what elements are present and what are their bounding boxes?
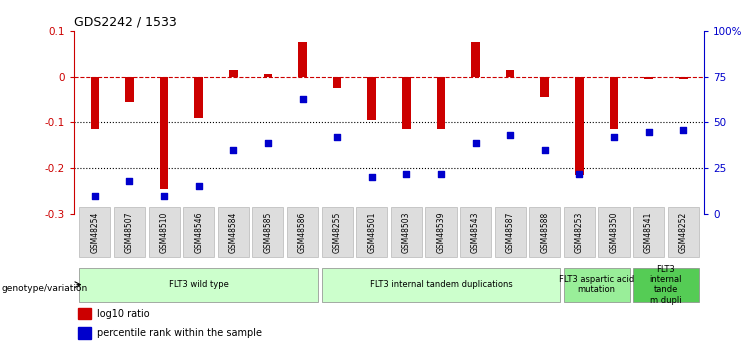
Point bbox=[608, 134, 620, 140]
Text: GSM48503: GSM48503 bbox=[402, 211, 411, 253]
Bar bbox=[540, 77, 549, 97]
FancyBboxPatch shape bbox=[668, 207, 699, 257]
Bar bbox=[78, 308, 91, 319]
Text: GSM48501: GSM48501 bbox=[368, 211, 376, 253]
Bar bbox=[575, 77, 584, 175]
FancyBboxPatch shape bbox=[79, 207, 110, 257]
Text: GSM48543: GSM48543 bbox=[471, 211, 480, 253]
Text: log10 ratio: log10 ratio bbox=[96, 308, 149, 318]
FancyBboxPatch shape bbox=[391, 207, 422, 257]
Text: GDS2242 / 1533: GDS2242 / 1533 bbox=[74, 16, 177, 29]
Bar bbox=[402, 77, 411, 129]
Bar bbox=[679, 77, 688, 79]
Bar bbox=[644, 77, 653, 79]
Point bbox=[435, 171, 447, 176]
Text: GSM48586: GSM48586 bbox=[298, 211, 307, 253]
Point bbox=[539, 147, 551, 153]
FancyBboxPatch shape bbox=[356, 207, 388, 257]
Point bbox=[366, 175, 378, 180]
FancyBboxPatch shape bbox=[114, 207, 145, 257]
FancyBboxPatch shape bbox=[183, 207, 214, 257]
Bar bbox=[471, 42, 480, 77]
Text: GSM48546: GSM48546 bbox=[194, 211, 203, 253]
FancyBboxPatch shape bbox=[287, 207, 318, 257]
Text: percentile rank within the sample: percentile rank within the sample bbox=[96, 328, 262, 338]
Bar bbox=[298, 42, 307, 77]
Bar bbox=[610, 77, 618, 129]
Bar bbox=[229, 70, 238, 77]
Point bbox=[470, 140, 482, 145]
Bar bbox=[78, 327, 91, 339]
Text: FLT3 wild type: FLT3 wild type bbox=[169, 280, 229, 289]
Bar bbox=[368, 77, 376, 120]
Bar bbox=[160, 77, 168, 189]
Bar bbox=[90, 77, 99, 129]
FancyBboxPatch shape bbox=[529, 207, 560, 257]
Text: FLT3 internal tandem duplications: FLT3 internal tandem duplications bbox=[370, 280, 512, 289]
Point bbox=[677, 127, 689, 132]
FancyBboxPatch shape bbox=[322, 207, 353, 257]
FancyBboxPatch shape bbox=[633, 207, 664, 257]
FancyBboxPatch shape bbox=[564, 207, 595, 257]
Text: GSM48254: GSM48254 bbox=[90, 211, 99, 253]
Bar bbox=[333, 77, 342, 88]
Text: GSM48587: GSM48587 bbox=[505, 211, 515, 253]
Text: FLT3
internal
tande
m dupli: FLT3 internal tande m dupli bbox=[650, 265, 682, 305]
Bar bbox=[506, 70, 514, 77]
Text: GSM48350: GSM48350 bbox=[609, 211, 619, 253]
Text: GSM48541: GSM48541 bbox=[644, 211, 653, 253]
FancyBboxPatch shape bbox=[322, 268, 560, 302]
FancyBboxPatch shape bbox=[253, 207, 284, 257]
FancyBboxPatch shape bbox=[148, 207, 179, 257]
Point bbox=[642, 129, 654, 135]
Text: FLT3 aspartic acid
mutation: FLT3 aspartic acid mutation bbox=[559, 275, 634, 294]
FancyBboxPatch shape bbox=[425, 207, 456, 257]
Bar bbox=[125, 77, 134, 102]
FancyBboxPatch shape bbox=[599, 207, 630, 257]
Point bbox=[89, 193, 101, 198]
Text: GSM48252: GSM48252 bbox=[679, 211, 688, 253]
FancyBboxPatch shape bbox=[79, 268, 318, 302]
Point bbox=[574, 171, 585, 176]
Text: GSM48507: GSM48507 bbox=[125, 211, 134, 253]
FancyBboxPatch shape bbox=[460, 207, 491, 257]
Text: GSM48539: GSM48539 bbox=[436, 211, 445, 253]
Point bbox=[296, 96, 308, 101]
Text: genotype/variation: genotype/variation bbox=[1, 284, 87, 293]
Text: GSM48585: GSM48585 bbox=[263, 211, 273, 253]
Text: GSM48255: GSM48255 bbox=[333, 211, 342, 253]
Point bbox=[262, 140, 274, 145]
Bar bbox=[436, 77, 445, 129]
Text: GSM48510: GSM48510 bbox=[159, 211, 169, 253]
Point bbox=[158, 193, 170, 198]
Bar bbox=[194, 77, 203, 118]
FancyBboxPatch shape bbox=[564, 268, 630, 302]
Point bbox=[400, 171, 412, 176]
Text: GSM48584: GSM48584 bbox=[229, 211, 238, 253]
FancyBboxPatch shape bbox=[494, 207, 525, 257]
Text: GSM48253: GSM48253 bbox=[575, 211, 584, 253]
FancyBboxPatch shape bbox=[633, 268, 699, 302]
Point bbox=[331, 134, 343, 140]
Text: GSM48588: GSM48588 bbox=[540, 211, 549, 253]
Bar bbox=[264, 75, 272, 77]
Point bbox=[227, 147, 239, 153]
Point bbox=[504, 132, 516, 138]
Point bbox=[124, 178, 136, 184]
Point bbox=[193, 184, 205, 189]
FancyBboxPatch shape bbox=[218, 207, 249, 257]
